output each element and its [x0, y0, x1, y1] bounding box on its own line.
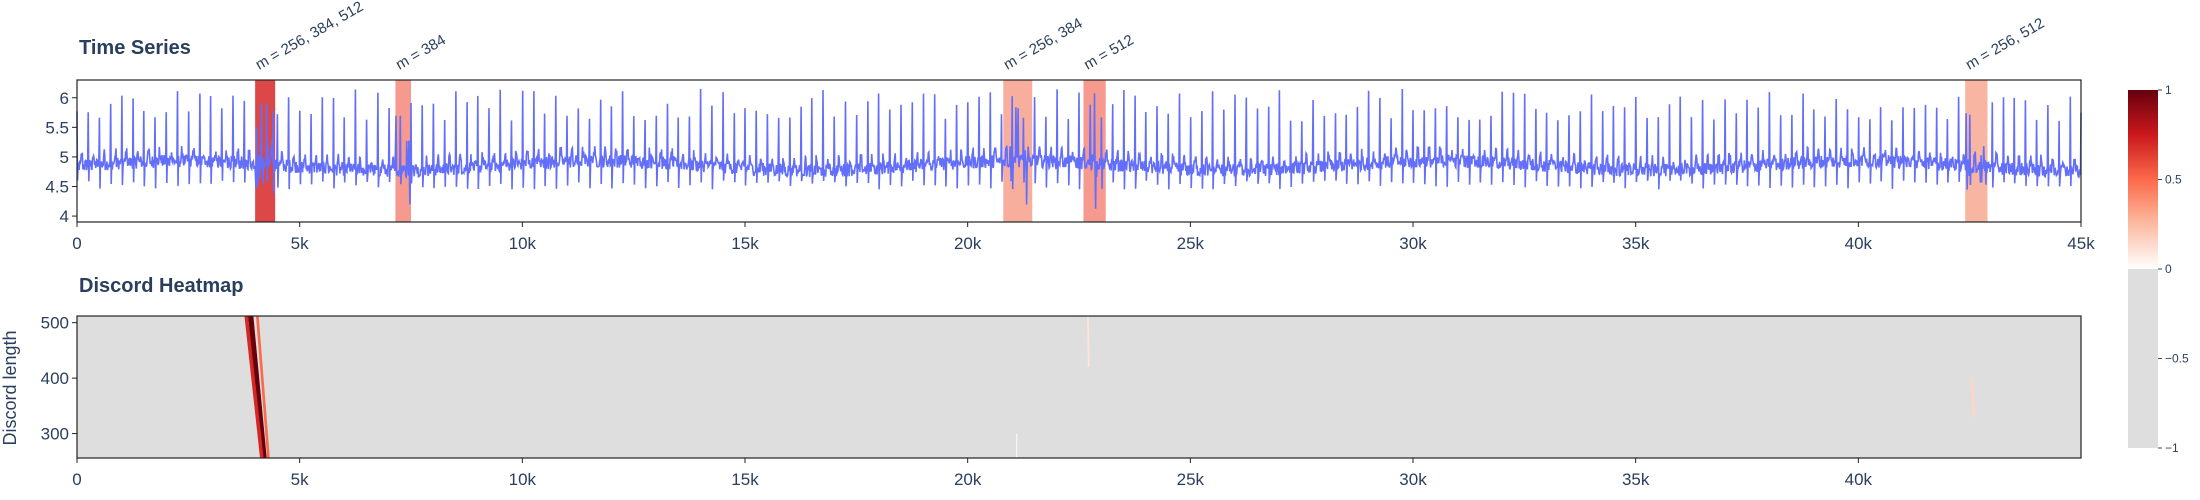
x-tick-label: 25k [1177, 234, 1205, 253]
heatmap-y-tick-label: 400 [41, 369, 69, 388]
x-tick-label: 15k [731, 234, 759, 253]
heatmap-feature-1 [244, 316, 264, 458]
x-tick-label: 30k [1399, 234, 1427, 253]
heatmap-title: Discord Heatmap [79, 275, 244, 297]
heatmap-feature-2 [256, 316, 270, 458]
y-tick-label: 4 [60, 207, 69, 226]
colorbar-negative [2128, 269, 2158, 448]
x-tick-label: 35k [1622, 234, 1650, 253]
heatmap-x-tick-label: 30k [1399, 470, 1427, 489]
heatmap-feature-0 [248, 316, 267, 458]
discord-region-1 [395, 80, 411, 222]
colorbar-tick-label: 0 [2165, 262, 2172, 276]
x-tick-label: 5k [291, 234, 309, 253]
heatmap-x-tick-label: 10k [509, 470, 537, 489]
timeseries-line-group [76, 88, 2082, 209]
heatmap-feature-5 [1970, 378, 1976, 417]
y-tick-label: 5 [60, 148, 69, 167]
x-tick-label: 10k [509, 234, 537, 253]
heatmap-y-tick-label: 300 [41, 425, 69, 444]
colorbar-tick-label: 1 [2165, 83, 2172, 97]
heatmap-background [77, 316, 2081, 458]
timeseries-axes: 0 5k 10k 15k 20k 25k 30k 35k 40k 45k 4 4.5 5 5.5 6 [45, 89, 2095, 253]
heatmap-x-tick-label: 5k [291, 470, 309, 489]
discord-label-2: m = 256, 384 [1001, 15, 1086, 74]
colorbar: 1 0.5 0 −0.5 −1 [2128, 83, 2189, 455]
heatmap-ylabel: Discord length [0, 330, 20, 445]
heatmap-y-tick-label: 500 [41, 314, 69, 333]
discord-region-4 [1965, 80, 1988, 222]
heatmap-x-tick-label: 15k [731, 470, 759, 489]
timeseries-title: Time Series [79, 37, 191, 59]
discord-region-0 [255, 80, 276, 222]
discord-label-0: m = 256, 384, 512 [253, 0, 367, 73]
y-tick-label: 5.5 [45, 118, 69, 137]
discord-label-1: m = 384 [393, 31, 449, 73]
timeseries-line [76, 88, 2082, 209]
timeseries-plot-border [76, 79, 2082, 223]
heatmap-frame [76, 315, 2082, 459]
discord-label-4: m = 256, 512 [1963, 15, 2048, 74]
x-tick-label: 40k [1845, 234, 1873, 253]
heatmap-x-tick-label: 25k [1177, 470, 1205, 489]
heatmap-x-tick-label: 35k [1622, 470, 1650, 489]
heatmap-x-tick-label: 0 [72, 470, 81, 489]
heatmap-x-tick-label: 20k [954, 470, 982, 489]
heatmap-feature-3 [1087, 316, 1090, 368]
heatmap-body [77, 316, 2081, 458]
x-tick-label: 20k [954, 234, 982, 253]
colorbar-tick-label: 0.5 [2165, 173, 2182, 187]
heatmap-plot-border [76, 315, 2082, 459]
x-tick-label: 45k [2067, 234, 2095, 253]
heatmap-x-tick-label: 40k [1845, 470, 1873, 489]
y-tick-label: 4.5 [45, 178, 69, 197]
timeseries-frame [76, 79, 2082, 223]
colorbar-tick-label: −1 [2165, 441, 2179, 455]
heatmap-feature-4 [1015, 433, 1018, 458]
colorbar-positive [2128, 90, 2158, 269]
heatmap-axes: 0 5k 10k 15k 20k 25k 30k 35k 40k 300 400 500 [41, 314, 1873, 489]
discord-label-3: m = 512 [1081, 31, 1137, 73]
x-tick-label: 0 [72, 234, 81, 253]
y-tick-label: 6 [60, 89, 69, 108]
colorbar-tick-label: −0.5 [2165, 352, 2189, 366]
